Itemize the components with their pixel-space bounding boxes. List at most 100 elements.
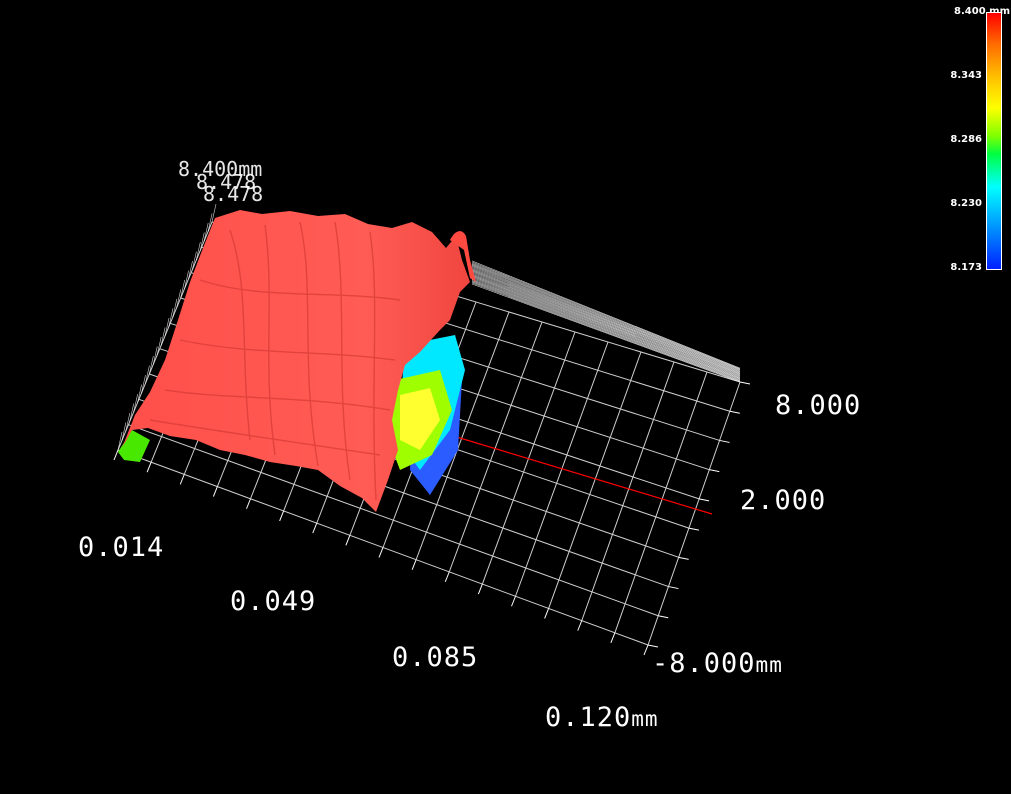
left-wall-line [180,279,185,299]
grid-line [128,424,659,617]
back-wall-line [471,277,741,379]
back-wall-line [471,263,741,371]
left-wall-line [188,260,193,280]
grid-line [548,351,642,609]
axis-tick [739,381,751,385]
colorbar-max-label: 8.400 mm [954,6,1010,17]
back-wall-line [471,276,741,378]
axis-tick [179,474,185,485]
left-wall-line [133,393,138,413]
back-wall-line [471,261,741,370]
back-wall-line [471,283,741,383]
colorbar-gradient [986,12,1002,270]
left-wall-line [152,346,158,365]
left-wall-line [129,403,135,422]
overlap-label-3: 8.478 [203,182,264,206]
axis-tick [729,410,740,414]
back-wall-line [471,281,741,381]
axis-tick [647,644,659,648]
left-wall-line [145,365,150,384]
y-unit: mm [755,653,783,677]
axis-tick [668,586,679,590]
back-wall-line [471,268,741,374]
axis-tick [610,632,616,643]
x-last-value: 0.120 [545,702,632,733]
axis-tick [378,547,384,558]
back-wall-line [471,270,741,375]
left-wall-line [125,412,131,432]
grid-line [448,321,543,573]
axis-tick [246,498,251,509]
y-tick-label-last: -8.000mm [652,648,783,679]
axis-tick [345,535,351,546]
axis-tick [411,559,417,570]
axis-tick [688,527,699,531]
left-wall-line [211,203,217,223]
axis-tick [643,644,649,656]
left-wall-line [117,431,123,451]
grid-line [415,311,510,560]
left-wall-line [156,336,162,356]
grid-line [647,381,741,646]
x-unit: mm [631,707,659,731]
x-tick-label-last: 0.120mm [545,702,659,733]
axis-tick [312,522,318,534]
axis-tick [477,583,483,595]
colorbar-tick: 8.173 [950,262,982,273]
grid-line [481,331,576,585]
grid-line [581,361,675,621]
back-wall-line [471,269,741,374]
left-wall-line [164,317,170,337]
axis-tick [511,596,516,607]
overlap-label-2: 8.478 [196,170,257,194]
colorbar-tick: 8.286 [950,134,982,145]
back-wall-line [471,274,741,378]
axis-ticks [113,381,751,656]
back-wall-line [471,280,741,381]
axis-tick [577,620,583,631]
left-wall-line [141,374,146,394]
left-wall-line [168,308,174,327]
axis-tick [544,608,550,619]
back-wall-line [471,273,741,377]
x-tick-label: 0.014 [78,532,165,563]
left-wall-line [199,232,205,251]
back-wall-line [471,279,741,380]
y-last-value: -8.000 [652,648,756,679]
colorbar-legend: 8.400 mm 8.343 8.286 8.230 8.173 [930,4,1010,276]
axis-tick [719,439,730,443]
axis-tick [279,510,285,522]
back-wall-line [471,260,741,369]
back-wall-line [471,272,741,376]
surface-mesh [118,210,476,512]
axis-tick [709,469,720,473]
back-wall-line [471,271,741,376]
left-wall-line [207,213,213,232]
axis-tick [699,498,710,502]
back-wall-line [471,265,741,372]
axis-tick [444,571,450,583]
left-wall-line [184,270,189,289]
x-tick-label: 0.049 [230,586,317,617]
y-tick-label: 2.000 [740,485,827,516]
left-wall-grid [117,203,217,451]
back-wall-line [471,282,741,382]
left-wall-line [149,355,154,375]
left-wall-line [121,422,127,441]
left-wall-line [196,241,201,261]
back-wall-line [471,262,741,370]
left-wall-line [172,298,178,318]
left-wall-line [203,222,209,242]
grid-line [614,371,708,633]
left-wall-line [192,251,197,270]
back-wall-line [471,266,741,372]
axis-tick [658,615,669,619]
overlap-label-1: 8.400mm [178,157,263,181]
left-wall-line [160,327,166,346]
back-wall-line [471,267,741,373]
axis-tick [146,462,152,473]
back-wall-line [471,278,741,379]
axis-tick [678,556,689,560]
axis-tick [113,449,119,461]
